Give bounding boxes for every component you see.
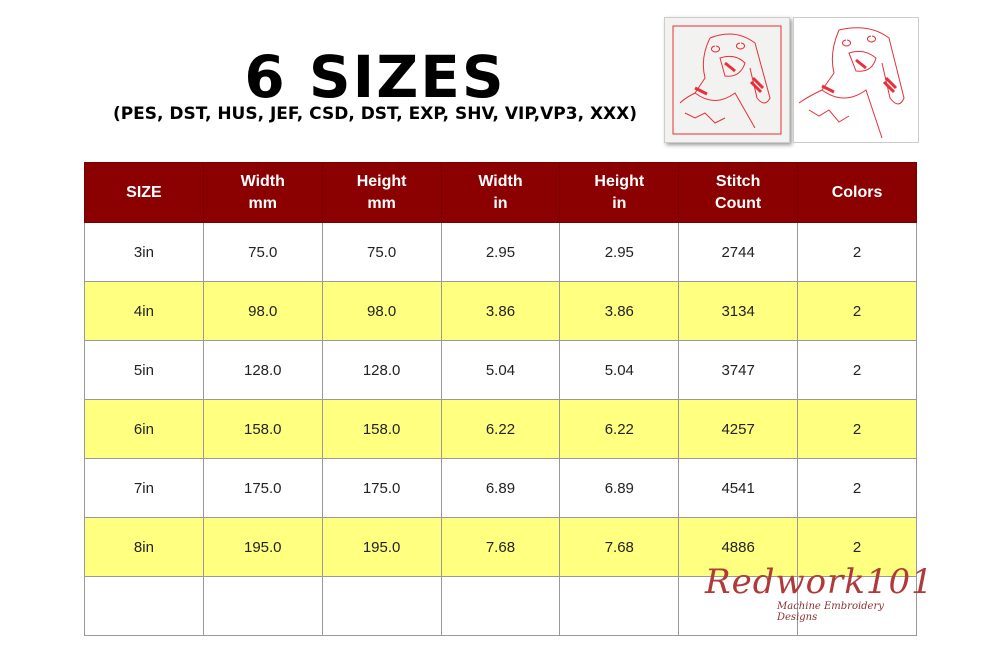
header-stitch-count: Stitch Count	[678, 162, 799, 223]
table-cell: 3747	[678, 340, 799, 400]
table-cell: 128.0	[202, 340, 323, 400]
table-row: 3in 75.0 75.0 2.95 2.95 2744 2	[84, 222, 917, 282]
table-cell: 98.0	[202, 281, 323, 341]
table-cell: 175.0	[321, 458, 442, 518]
table-cell: 75.0	[202, 222, 323, 282]
table-cell: 2	[797, 399, 917, 459]
table-cell: 2	[797, 281, 917, 341]
table-row: 6in 158.0 158.0 6.22 6.22 4257 2	[84, 399, 917, 459]
table-header-row: SIZE Width mm Height mm Width in Height in S…	[84, 162, 917, 223]
table-cell: 6in	[84, 399, 204, 459]
table-cell: 6.89	[559, 458, 680, 518]
table-cell	[321, 576, 442, 636]
table-row: 8in 195.0 195.0 7.68 7.68 4886 2	[84, 517, 917, 577]
table-row: 4in 98.0 98.0 3.86 3.86 3134 2	[84, 281, 917, 341]
table-cell: 8in	[84, 517, 204, 577]
table-cell	[202, 576, 323, 636]
redwork101-logo: Redwork101 Machine Embroidery Designs	[705, 562, 934, 623]
table-cell: 6.89	[440, 458, 561, 518]
table-cell: 175.0	[202, 458, 323, 518]
table-cell: 4886	[678, 517, 799, 577]
table-cell: 2.95	[559, 222, 680, 282]
table-cell: 7.68	[440, 517, 561, 577]
stitched-dog-photo	[664, 17, 790, 143]
table-cell: 2	[797, 222, 917, 282]
table-row: 5in 128.0 128.0 5.04 5.04 3747 2	[84, 340, 917, 400]
design-preview-dog	[793, 17, 919, 143]
table-cell: 2744	[678, 222, 799, 282]
table-cell: 6.22	[559, 399, 680, 459]
table-cell: 2.95	[440, 222, 561, 282]
table-cell: 4257	[678, 399, 799, 459]
table-cell	[678, 576, 799, 636]
table-cell: 7.68	[559, 517, 680, 577]
table-cell: 3.86	[440, 281, 561, 341]
table-row: 7in 175.0 175.0 6.89 6.89 4541 2	[84, 458, 917, 518]
table-cell: 3.86	[559, 281, 680, 341]
table-cell: 5.04	[440, 340, 561, 400]
header-width-in: Width in	[440, 162, 561, 223]
table-cell: 7in	[84, 458, 204, 518]
file-formats: (PES, DST, HUS, JEF, CSD, DST, EXP, SHV,…	[112, 104, 638, 124]
table-cell: 158.0	[202, 399, 323, 459]
table-cell: 3134	[678, 281, 799, 341]
table-row	[84, 576, 917, 636]
header-height-mm: Height mm	[321, 162, 442, 223]
table-cell	[440, 576, 561, 636]
table-cell: 195.0	[202, 517, 323, 577]
table-cell: 2	[797, 340, 917, 400]
sizes-table: SIZE Width mm Height mm Width in Height in S…	[84, 162, 917, 636]
table-cell: 2	[797, 517, 917, 577]
table-cell	[84, 576, 204, 636]
table-cell	[559, 576, 680, 636]
table-cell: 5.04	[559, 340, 680, 400]
header-height-in: Height in	[559, 162, 680, 223]
table-cell	[797, 576, 917, 636]
table-cell: 5in	[84, 340, 204, 400]
table-cell: 3in	[84, 222, 204, 282]
header-width-mm: Width mm	[202, 162, 323, 223]
header-size: SIZE	[84, 162, 204, 223]
table-cell: 158.0	[321, 399, 442, 459]
table-cell: 128.0	[321, 340, 442, 400]
table-cell: 195.0	[321, 517, 442, 577]
table-cell: 4in	[84, 281, 204, 341]
table-cell: 98.0	[321, 281, 442, 341]
table-cell: 75.0	[321, 222, 442, 282]
table-cell: 2	[797, 458, 917, 518]
table-cell: 6.22	[440, 399, 561, 459]
table-cell: 4541	[678, 458, 799, 518]
header-colors: Colors	[797, 162, 917, 223]
page-title: 6 SIZES	[244, 43, 506, 111]
